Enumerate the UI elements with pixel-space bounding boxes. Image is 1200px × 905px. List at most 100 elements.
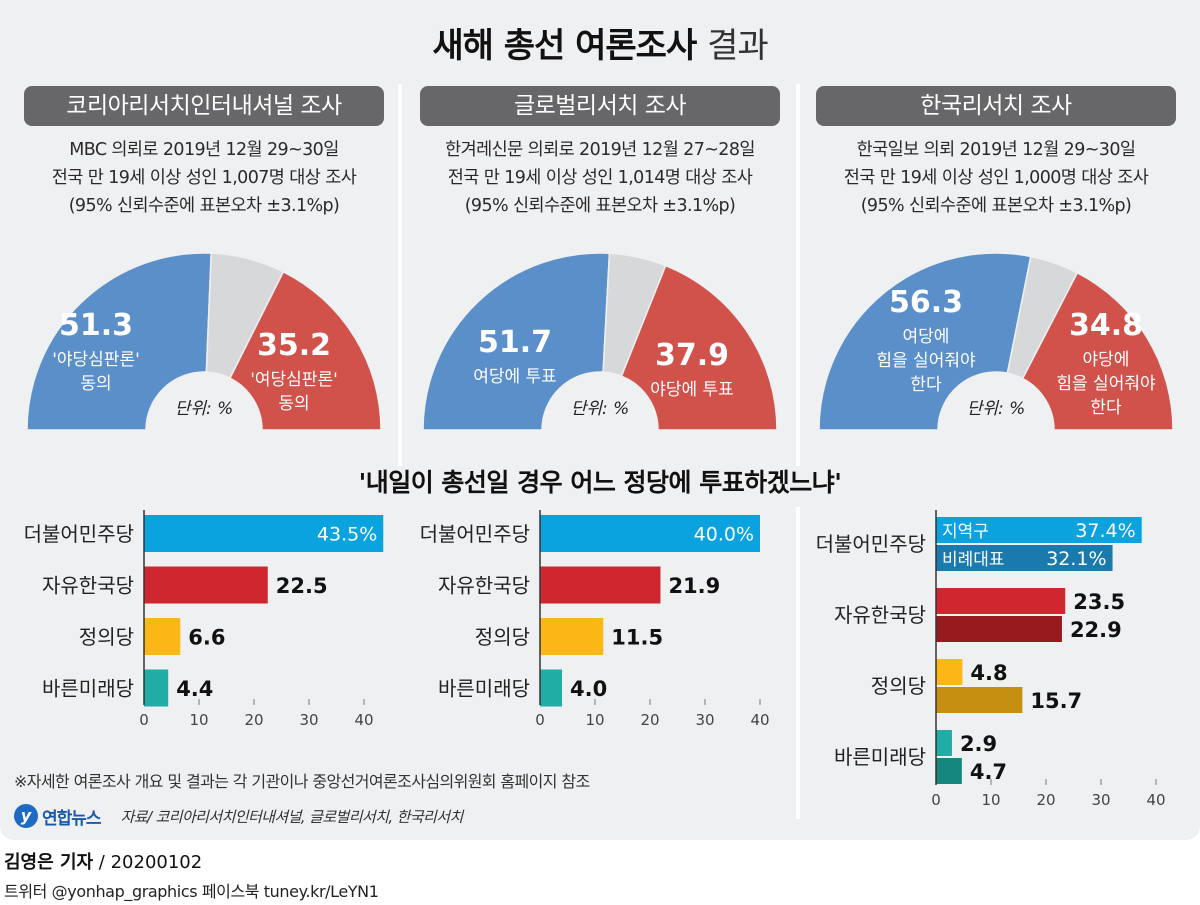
- gauge-slice-left: [818, 252, 1032, 431]
- gauge-slice-right: [620, 264, 778, 431]
- survey-info-line: MBC 의뢰로 2019년 12월 29~30일: [69, 140, 339, 160]
- gauge-caption-right: 야당에 투표: [650, 380, 734, 400]
- category-label: 자유한국당: [438, 574, 530, 598]
- page-title: 새해 총선 여론조사 결과: [0, 18, 1200, 67]
- category-label: 자유한국당: [42, 574, 134, 598]
- gauge-svg: 단위: % 51.7 여당에 투표 37.9 야당에 투표: [422, 252, 778, 431]
- bar-value-label: 23.5: [1073, 590, 1125, 614]
- gauge-caption-left: 한다: [910, 375, 942, 395]
- bar-value-label: 43.5%: [317, 524, 377, 546]
- unit-label: 단위: %: [175, 399, 234, 419]
- survey-info-line: 전국 만 19세 이상 성인 1,014명 대상 조사: [447, 168, 753, 188]
- x-tick-label: 40: [750, 711, 769, 729]
- bar-자유한국당: [540, 566, 661, 604]
- bar-지역구-정의당: [936, 659, 963, 685]
- x-tick-label: 30: [695, 711, 714, 729]
- bar-value-label: 15.7: [1030, 689, 1082, 713]
- x-tick-label: 10: [189, 711, 208, 729]
- survey-column: 한국리서치 조사 한국일보 의뢰 2019년 12월 29~30일 전국 만 1…: [816, 86, 1176, 220]
- survey-org-badge: 한국리서치 조사: [816, 86, 1176, 126]
- social-credits: 트위터 @yonhap_graphics 페이스북 tuney.kr/LeYN1: [4, 882, 379, 901]
- bar-지역구-자유한국당: [936, 588, 1066, 614]
- gauge-caption-right: 힘을 실어줘야: [1056, 374, 1156, 394]
- bar-비례대표-더불어민주당: [936, 545, 1113, 571]
- x-tick-label: 20: [244, 711, 263, 729]
- byline: 김영은 기자 / 20200102: [4, 848, 202, 874]
- survey-info-line: 전국 만 19세 이상 성인 1,000명 대상 조사: [843, 168, 1149, 188]
- source-row: y 연합뉴스 자료/ 코리아리서치인터내셔널, 글로벌리서치, 한국리서치: [14, 802, 463, 830]
- bar-value-label: 4.4: [176, 677, 213, 701]
- x-tick-label: 10: [981, 791, 1000, 809]
- bar-비례대표-자유한국당: [936, 616, 1062, 642]
- bar-value-label: 21.9: [668, 574, 720, 598]
- gauge-value-left: 51.7: [478, 325, 552, 360]
- bar-지역구-더불어민주당: [936, 517, 1142, 543]
- survey-info-line: (95% 신뢰수준에 표본오차 ±3.1%p): [860, 196, 1132, 216]
- category-label: 더불어민주당: [420, 522, 530, 546]
- bar-자유한국당: [144, 566, 268, 604]
- survey-info-line: 한겨레신문 의뢰로 2019년 12월 27~28일: [445, 140, 755, 160]
- gauge-caption-left: 동의: [80, 374, 111, 394]
- x-tick-label: 40: [354, 711, 373, 729]
- survey-info: MBC 의뢰로 2019년 12월 29~30일 전국 만 19세 이상 성인 …: [24, 136, 384, 220]
- byline-name: 김영은 기자: [4, 852, 94, 873]
- series-label: 지역구: [942, 522, 989, 542]
- bar-chart: 더불어민주당 43.5% 자유한국당 22.5 정의당 6.6 바른미래당 4.4 0 10 20 3…: [0, 505, 400, 745]
- title-bold: 새해 총선 여론조사: [432, 26, 697, 66]
- bar-chart-svg: 더불어민주당 43.5% 자유한국당 22.5 정의당 6.6 바른미래당 4.4 0 10 20 3…: [24, 510, 384, 729]
- category-label: 바른미래당: [834, 745, 926, 769]
- gauge-value-right: 34.8: [1069, 308, 1143, 343]
- gauge-value-left: 56.3: [889, 285, 963, 320]
- gauge-slice-left: [422, 252, 611, 431]
- bar-value-label: 4.7: [970, 760, 1007, 784]
- bar-chart-svg: 더불어민주당 40.0% 자유한국당 21.9 정의당 11.5 바른미래당 4.0 0 10 20…: [420, 510, 770, 729]
- survey-info-line: (95% 신뢰수준에 표본오차 ±3.1%p): [68, 196, 340, 216]
- bar-value-label: 22.9: [1070, 618, 1122, 642]
- gauge-value-left: 51.3: [59, 308, 133, 343]
- title-light: 결과: [707, 26, 769, 66]
- survey-org-badge: 글로벌리서치 조사: [420, 86, 780, 126]
- gauge-svg: 단위: % 51.3 '야당심판론' 동의 35.2 '여당심판론' 동의: [26, 252, 382, 431]
- gauge-value-right: 35.2: [257, 328, 331, 363]
- column-divider: [796, 84, 800, 466]
- bar-value-label: 4.0: [570, 677, 607, 701]
- gauge-caption-left: '야당심판론': [52, 350, 140, 370]
- x-tick-label: 10: [585, 711, 604, 729]
- survey-info-line: (95% 신뢰수준에 표본오차 ±3.1%p): [464, 196, 736, 216]
- bar-지역구-바른미래당: [936, 730, 952, 756]
- x-tick-label: 30: [1091, 791, 1110, 809]
- question-title: '내일이 총선일 경우 어느 정당에 투표하겠느냐': [358, 468, 842, 497]
- bar-정의당: [144, 618, 181, 655]
- bar-비례대표-바른미래당: [936, 758, 962, 784]
- gauge-caption-left: 여당에 투표: [473, 367, 557, 387]
- unit-label: 단위: %: [967, 399, 1026, 419]
- column-divider: [398, 84, 402, 466]
- yonhap-logo-icon: y: [14, 804, 38, 828]
- bar-value-label: 22.5: [276, 574, 328, 598]
- category-label: 정의당: [79, 625, 134, 649]
- bar-value-label: 11.5: [611, 626, 663, 650]
- survey-info: 한국일보 의뢰 2019년 12월 29~30일 전국 만 19세 이상 성인 …: [816, 136, 1176, 220]
- bar-value-label: 37.4%: [1075, 520, 1135, 542]
- x-tick-label: 40: [1146, 791, 1165, 809]
- x-tick-label: 0: [139, 711, 149, 729]
- gauge-chart: 단위: % 51.3 '야당심판론' 동의 35.2 '여당심판론' 동의: [14, 240, 394, 440]
- category-label: 더불어민주당: [24, 522, 134, 546]
- source-text: 자료/ 코리아리서치인터내셔널, 글로벌리서치, 한국리서치: [120, 807, 464, 826]
- yonhap-logo-text: 연합뉴스: [42, 808, 102, 829]
- bar-value-label: 2.9: [960, 732, 997, 756]
- survey-info: 한겨레신문 의뢰로 2019년 12월 27~28일 전국 만 19세 이상 성…: [420, 136, 780, 220]
- survey-column: 코리아리서치인터내셔널 조사 MBC 의뢰로 2019년 12월 29~30일 …: [24, 86, 384, 220]
- gauge-caption-right: 동의: [278, 394, 309, 414]
- x-tick-label: 0: [931, 791, 941, 809]
- gauge-caption-left: 힘을 실어줘야: [876, 351, 976, 371]
- category-label: 바른미래당: [42, 677, 134, 701]
- gauge-caption-right: 한다: [1090, 398, 1122, 418]
- gauge-slice-left: [26, 252, 213, 431]
- gauge-chart: 단위: % 56.3 여당에 힘을 실어줘야 한다 34.8 야당에 힘을 실어줘야 한다: [806, 240, 1186, 440]
- bar-바른미래당: [540, 669, 562, 707]
- x-tick-label: 0: [535, 711, 545, 729]
- survey-info-line: 한국일보 의뢰 2019년 12월 29~30일: [856, 140, 1136, 160]
